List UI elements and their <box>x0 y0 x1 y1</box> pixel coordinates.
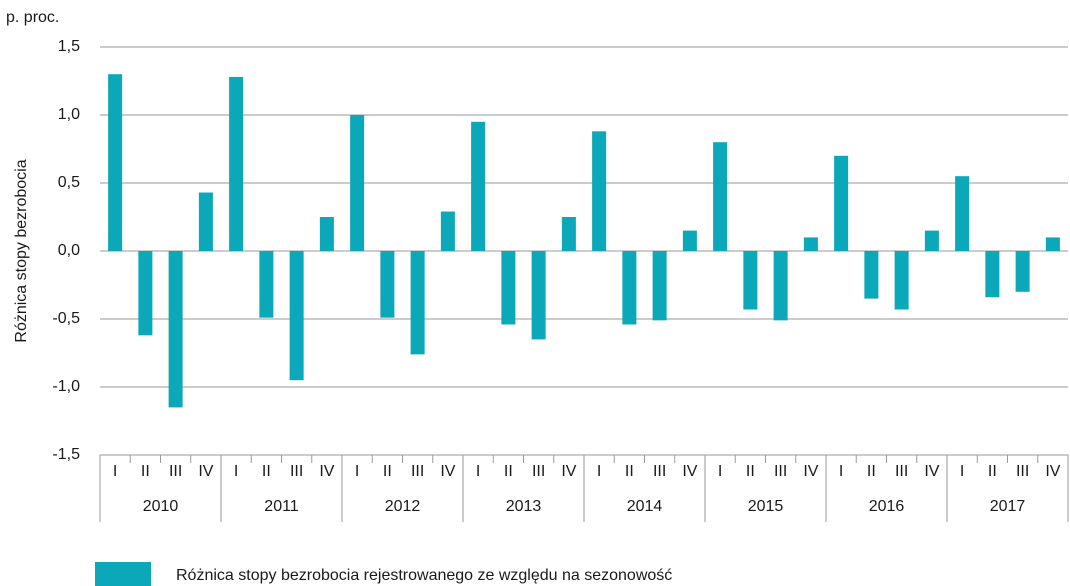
group-label: 2012 <box>385 498 421 515</box>
x-tick-label: III <box>169 463 182 480</box>
bar <box>924 230 939 251</box>
x-tick-label: IV <box>198 463 213 480</box>
bar <box>773 251 788 321</box>
bar <box>592 131 607 251</box>
x-tick-label: IV <box>1045 463 1060 480</box>
bar <box>834 155 849 251</box>
x-tick-label: II <box>141 463 150 480</box>
x-tick-label: I <box>718 463 722 480</box>
bar <box>410 251 425 355</box>
x-tick-label: I <box>113 463 117 480</box>
y-tick-label: 1,0 <box>58 106 80 123</box>
y-tick-label: 0,5 <box>58 174 80 191</box>
x-tick-label: IV <box>803 463 818 480</box>
bar <box>531 251 546 340</box>
group-label: 2015 <box>748 498 784 515</box>
x-tick-label: I <box>476 463 480 480</box>
x-tick-label: II <box>988 463 997 480</box>
bar <box>1015 251 1030 292</box>
bar <box>713 142 728 251</box>
x-tick-label: IV <box>319 463 334 480</box>
x-tick-label: III <box>1016 463 1029 480</box>
bar <box>471 121 486 251</box>
y-tick-label: 0,0 <box>58 242 80 259</box>
legend-label: Różnica stopy bezrobocia rejestrowanego … <box>176 567 672 584</box>
x-tick-label: I <box>234 463 238 480</box>
y-tick-label: -1,0 <box>52 378 80 395</box>
x-tick-label: III <box>290 463 303 480</box>
bar <box>622 251 637 325</box>
x-tick-label: III <box>774 463 787 480</box>
x-tick-label: I <box>355 463 359 480</box>
x-tick-label: II <box>867 463 876 480</box>
y-tick-label: -1,5 <box>52 446 80 463</box>
bar <box>743 251 758 310</box>
bar <box>259 251 274 318</box>
bar <box>864 251 879 299</box>
bar <box>350 115 365 251</box>
bar <box>1045 237 1060 251</box>
bar <box>682 230 697 251</box>
group-label: 2016 <box>869 498 905 515</box>
group-label: 2014 <box>627 498 663 515</box>
bar <box>894 251 909 310</box>
x-tick-label: I <box>960 463 964 480</box>
group-label: 2017 <box>990 498 1026 515</box>
bar <box>652 251 667 321</box>
bar <box>380 251 395 318</box>
bar <box>138 251 153 336</box>
x-tick-label: II <box>746 463 755 480</box>
legend-swatch <box>95 562 151 586</box>
y-axis-label: Różnica stopy bezrobocia <box>13 159 30 342</box>
bar <box>229 76 244 251</box>
group-label: 2010 <box>143 498 179 515</box>
y-tick-label: -0,5 <box>52 310 80 327</box>
x-tick-label: III <box>653 463 666 480</box>
unit-label: p. proc. <box>6 9 59 26</box>
bar <box>985 251 1000 298</box>
bar <box>108 74 123 251</box>
x-tick-label: I <box>839 463 843 480</box>
bar <box>319 217 334 251</box>
group-label: 2013 <box>506 498 542 515</box>
y-tick-label: 1,5 <box>58 38 80 55</box>
x-tick-label: IV <box>561 463 576 480</box>
bar <box>803 237 818 251</box>
x-tick-label: I <box>597 463 601 480</box>
x-tick-label: III <box>895 463 908 480</box>
bar <box>440 211 455 251</box>
x-tick-label: IV <box>440 463 455 480</box>
x-tick-label: II <box>625 463 634 480</box>
x-tick-label: IV <box>682 463 697 480</box>
group-label: 2011 <box>264 498 299 515</box>
x-tick-label: II <box>383 463 392 480</box>
bar <box>501 251 516 325</box>
x-tick-label: III <box>532 463 545 480</box>
bar <box>198 192 213 251</box>
bar <box>168 251 183 408</box>
bar <box>955 176 970 251</box>
x-tick-label: II <box>262 463 271 480</box>
bar <box>561 217 576 251</box>
x-tick-label: IV <box>924 463 939 480</box>
bar <box>289 251 304 381</box>
x-tick-label: III <box>411 463 424 480</box>
x-tick-label: II <box>504 463 513 480</box>
